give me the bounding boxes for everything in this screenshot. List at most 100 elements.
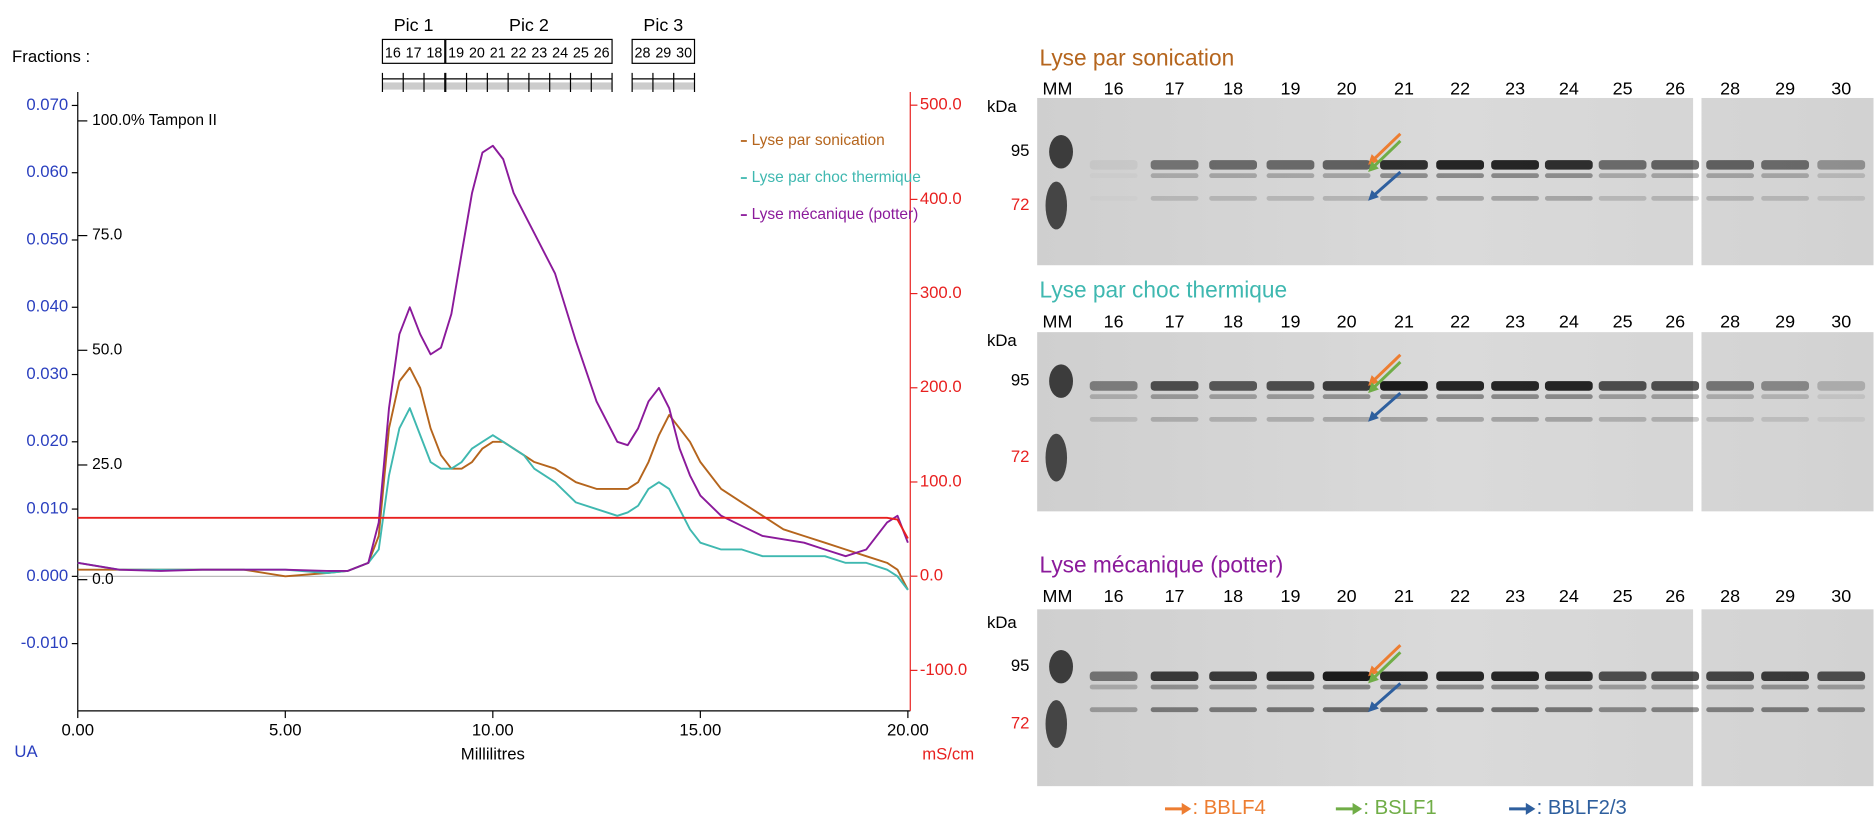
fraction-number: 21: [490, 46, 506, 62]
legend-arrow-head: [1181, 802, 1192, 815]
gel-band: [1651, 671, 1700, 682]
marker-label: 95: [1011, 656, 1030, 675]
y2-tick-label: 300.0: [920, 283, 962, 302]
gel-band: [1651, 381, 1700, 391]
fraction-number: 29: [655, 46, 671, 62]
gel-legend-label: : BBLF2/3: [1537, 797, 1627, 819]
gel-band: [1266, 671, 1315, 682]
y-tick-label: 0.060: [26, 162, 68, 181]
gel-band: [1322, 173, 1371, 179]
arrow-head: [1368, 161, 1379, 173]
gel-legend-label: : BSLF1: [1363, 797, 1436, 819]
gel-band: [1491, 684, 1539, 690]
gel-band: [1491, 707, 1539, 713]
y3-tick-label: 25.0: [92, 456, 123, 473]
arrow: [1369, 651, 1402, 683]
series-line: [77, 407, 909, 591]
gel-band: [1436, 416, 1485, 422]
gel-band: [1761, 173, 1809, 179]
gel-band: [1761, 394, 1809, 400]
gel-image: [1037, 609, 1874, 787]
fraction-number: 28: [635, 46, 651, 62]
gel-band: [1598, 394, 1647, 400]
gel-band: [1817, 195, 1866, 201]
gel-band: [1491, 381, 1539, 391]
lane-label: 23: [1505, 78, 1525, 98]
gel-band: [1436, 707, 1485, 713]
fractions-title: Fractions :: [12, 47, 90, 66]
gel-band: [1544, 671, 1593, 682]
lane-label: 30: [1831, 78, 1851, 98]
gel-band: [1322, 381, 1371, 391]
gel-title: Lyse mécanique (potter): [1040, 551, 1284, 577]
gel-band: [1150, 195, 1199, 201]
gel-band: [1436, 394, 1485, 400]
gel-band: [1322, 394, 1371, 400]
gel-band: [1436, 195, 1485, 201]
y2-axis-title: mS/cm: [922, 745, 974, 764]
gel-band: [1817, 394, 1866, 400]
gel-band: [1544, 707, 1593, 713]
gel-band: [1089, 707, 1138, 713]
unit-label: kDa: [987, 613, 1017, 632]
arrow: [1369, 139, 1402, 171]
gel-band: [1491, 173, 1539, 179]
gel-band: [1209, 416, 1258, 422]
fraction-number: 24: [552, 46, 568, 62]
gel-band: [1598, 416, 1647, 422]
peak-box: [445, 38, 613, 64]
gel-band: [1089, 684, 1138, 690]
gel-band: [1817, 707, 1866, 713]
ladder-band: [1045, 700, 1068, 748]
arrow: [1369, 360, 1402, 392]
gel-title: Lyse par sonication: [1040, 45, 1235, 71]
gel-band: [1544, 684, 1593, 690]
gel-band: [1706, 381, 1755, 391]
y-tick-label: 0.000: [26, 566, 68, 585]
gel-band: [1598, 160, 1647, 170]
lane-label: MM: [1043, 78, 1073, 98]
gel-band: [1706, 684, 1755, 690]
gel-band: [1706, 195, 1755, 201]
gel-band: [1380, 394, 1428, 400]
lane-label: 17: [1165, 311, 1185, 331]
gel-band: [1150, 671, 1199, 682]
gel-legend-label: : BBLF4: [1192, 797, 1265, 819]
x-tick-label: 5.00: [269, 721, 302, 740]
lane-label: MM: [1043, 586, 1073, 606]
gel-band: [1436, 173, 1485, 179]
legend-label: Lyse par sonication: [752, 132, 885, 149]
gel-band: [1598, 195, 1647, 201]
gel-band: [1266, 160, 1315, 170]
gel-band: [1651, 394, 1700, 400]
lane-label: 24: [1559, 78, 1579, 98]
lane-label: 26: [1665, 311, 1685, 331]
y2-tick-label: 0.0: [920, 566, 943, 585]
arrow: [1369, 132, 1402, 164]
lane-label: 18: [1223, 311, 1243, 331]
gel-band: [1266, 684, 1315, 690]
lane-label: 22: [1450, 311, 1470, 331]
gel-band: [1706, 173, 1755, 179]
gel-band: [1266, 394, 1315, 400]
y2-tick-label: 500.0: [920, 95, 962, 114]
gel-band: [1322, 707, 1371, 713]
lane-label: 23: [1505, 311, 1525, 331]
gel-band: [1150, 160, 1199, 170]
lane-label: 30: [1831, 311, 1851, 331]
gel-band: [1266, 173, 1315, 179]
lane-label: 26: [1665, 78, 1685, 98]
y-tick-label: 0.010: [26, 498, 68, 517]
lane-label: 28: [1720, 586, 1740, 606]
gel-band: [1380, 381, 1428, 391]
gel-band: [1544, 416, 1593, 422]
gel-band: [1322, 416, 1371, 422]
series-line: [77, 144, 909, 572]
gel-band: [1491, 416, 1539, 422]
ladder-band: [1045, 433, 1068, 482]
gel-band: [1436, 684, 1485, 690]
gel-band: [1266, 195, 1315, 201]
gel-band: [1651, 707, 1700, 713]
y3-tick-label: 0.0: [92, 571, 114, 588]
